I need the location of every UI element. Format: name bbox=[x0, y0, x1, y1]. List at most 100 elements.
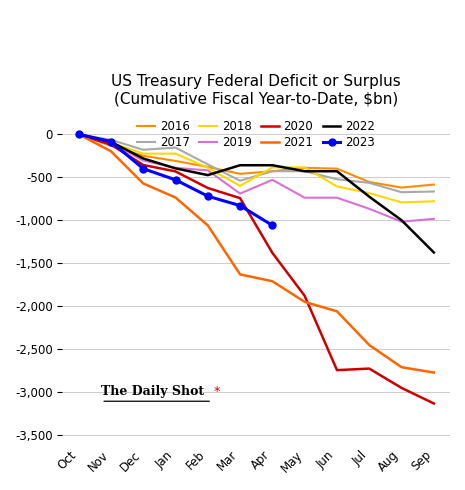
2018 bbox=[76, 131, 81, 137]
Line: 2016: 2016 bbox=[79, 134, 434, 188]
2020 bbox=[270, 250, 275, 256]
2022 bbox=[302, 168, 307, 174]
2020 bbox=[173, 169, 178, 174]
2017 bbox=[108, 137, 114, 143]
2019 bbox=[76, 131, 81, 137]
2016 bbox=[140, 153, 146, 159]
2016 bbox=[76, 131, 81, 137]
2017 bbox=[205, 161, 211, 167]
2016 bbox=[237, 171, 243, 177]
2021 bbox=[431, 369, 437, 375]
2018 bbox=[237, 183, 243, 189]
2018 bbox=[366, 190, 372, 196]
2022 bbox=[399, 217, 405, 223]
2020 bbox=[399, 385, 405, 391]
Line: 2021: 2021 bbox=[79, 134, 434, 372]
2021 bbox=[366, 342, 372, 348]
2019 bbox=[108, 140, 114, 146]
Line: 2017: 2017 bbox=[79, 134, 434, 192]
2017 bbox=[270, 168, 275, 174]
2016 bbox=[108, 143, 114, 149]
2019 bbox=[270, 177, 275, 183]
2021 bbox=[140, 180, 146, 186]
2017 bbox=[431, 189, 437, 195]
2022 bbox=[334, 168, 340, 174]
2018 bbox=[140, 151, 146, 157]
2018 bbox=[108, 140, 114, 146]
2022 bbox=[431, 249, 437, 255]
2018 bbox=[205, 165, 211, 171]
2020 bbox=[108, 142, 114, 147]
2017 bbox=[76, 131, 81, 137]
2017 bbox=[366, 180, 372, 186]
2022 bbox=[270, 162, 275, 168]
2023 bbox=[205, 193, 211, 199]
2019 bbox=[399, 219, 405, 224]
Line: 2020: 2020 bbox=[79, 134, 434, 403]
2020 bbox=[302, 293, 307, 299]
2017 bbox=[399, 189, 405, 195]
2017 bbox=[173, 145, 178, 150]
2016 bbox=[431, 182, 437, 188]
2019 bbox=[237, 191, 243, 196]
2021 bbox=[76, 131, 81, 137]
2017 bbox=[140, 147, 146, 153]
2016 bbox=[205, 164, 211, 170]
2021 bbox=[399, 364, 405, 370]
2023 bbox=[108, 139, 114, 145]
2021 bbox=[108, 148, 114, 154]
2021 bbox=[270, 278, 275, 284]
2016 bbox=[270, 168, 275, 174]
2020 bbox=[140, 162, 146, 168]
2021 bbox=[334, 308, 340, 314]
2020 bbox=[237, 195, 243, 201]
Legend: 2016, 2017, 2018, 2019, 2020, 2021, 2022, 2023: 2016, 2017, 2018, 2019, 2020, 2021, 2022… bbox=[138, 120, 375, 149]
2023 bbox=[270, 222, 275, 228]
2018 bbox=[173, 151, 178, 157]
2016 bbox=[302, 165, 307, 171]
2019 bbox=[140, 158, 146, 164]
2019 bbox=[173, 165, 178, 171]
2016 bbox=[399, 185, 405, 191]
2017 bbox=[237, 178, 243, 184]
2018 bbox=[270, 165, 275, 171]
2016 bbox=[173, 158, 178, 164]
Line: 2019: 2019 bbox=[79, 134, 434, 221]
Line: 2023: 2023 bbox=[75, 131, 276, 229]
2020 bbox=[205, 185, 211, 191]
2018 bbox=[399, 199, 405, 205]
2022 bbox=[173, 166, 178, 171]
2020 bbox=[431, 400, 437, 406]
2020 bbox=[366, 366, 372, 371]
2021 bbox=[302, 299, 307, 305]
Text: The Daily Shot: The Daily Shot bbox=[101, 385, 204, 398]
2016 bbox=[334, 166, 340, 171]
Text: *: * bbox=[214, 385, 220, 398]
2022 bbox=[140, 155, 146, 161]
2021 bbox=[173, 195, 178, 200]
2019 bbox=[205, 168, 211, 173]
2018 bbox=[334, 184, 340, 190]
2023 bbox=[237, 203, 243, 209]
Title: US Treasury Federal Deficit or Surplus
(Cumulative Fiscal Year-to-Date, $bn): US Treasury Federal Deficit or Surplus (… bbox=[111, 74, 401, 106]
2016 bbox=[366, 179, 372, 185]
2021 bbox=[237, 271, 243, 277]
2019 bbox=[302, 195, 307, 200]
2017 bbox=[302, 168, 307, 174]
2020 bbox=[76, 131, 81, 137]
2021 bbox=[205, 222, 211, 228]
2022 bbox=[76, 131, 81, 137]
2023 bbox=[76, 131, 81, 137]
2022 bbox=[237, 162, 243, 168]
2023 bbox=[140, 166, 146, 171]
2018 bbox=[302, 165, 307, 171]
Line: 2022: 2022 bbox=[79, 134, 434, 252]
2017 bbox=[334, 176, 340, 182]
2022 bbox=[366, 194, 372, 199]
2018 bbox=[431, 198, 437, 204]
2023 bbox=[173, 177, 178, 183]
Line: 2018: 2018 bbox=[79, 134, 434, 202]
2019 bbox=[334, 195, 340, 200]
2022 bbox=[108, 139, 114, 145]
2019 bbox=[431, 216, 437, 222]
